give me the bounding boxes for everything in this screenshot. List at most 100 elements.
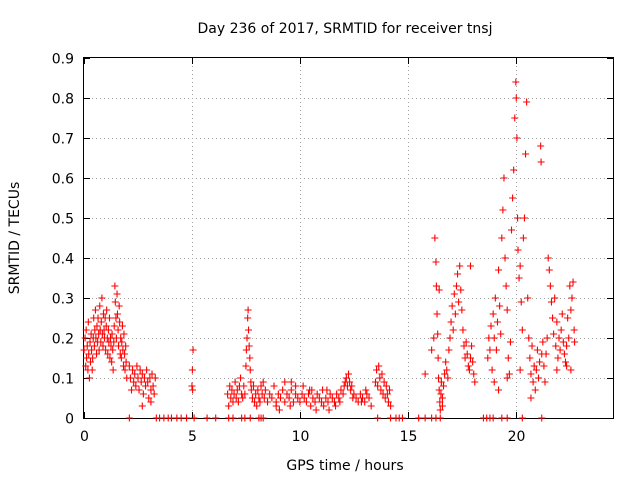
data-point <box>378 370 386 378</box>
data-point <box>241 390 249 398</box>
data-point <box>568 294 576 302</box>
x-tick-label: 0 <box>80 429 89 445</box>
data-point <box>526 354 534 362</box>
data-point <box>538 414 546 422</box>
data-point <box>117 334 125 342</box>
data-point <box>365 394 373 402</box>
data-point <box>447 318 455 326</box>
data-point <box>469 358 477 366</box>
data-point <box>121 350 129 358</box>
data-point <box>110 338 118 346</box>
data-point <box>567 366 575 374</box>
data-point <box>516 366 524 374</box>
data-point <box>436 406 444 414</box>
data-point <box>434 330 442 338</box>
data-point <box>359 394 367 402</box>
data-point <box>505 370 513 378</box>
data-point <box>342 374 350 382</box>
data-point <box>149 382 157 390</box>
data-point <box>430 334 438 342</box>
data-point <box>107 342 115 350</box>
data-point <box>551 294 559 302</box>
data-point <box>115 342 123 350</box>
data-point <box>259 378 267 386</box>
data-point <box>151 374 159 382</box>
data-point <box>230 390 238 398</box>
data-point <box>335 394 343 402</box>
data-point <box>300 394 308 402</box>
data-point <box>484 354 492 362</box>
data-point <box>87 330 95 338</box>
data-point <box>456 262 464 270</box>
data-point <box>259 414 267 422</box>
x-axis-label: GPS time / hours <box>286 458 403 474</box>
data-point <box>270 382 278 390</box>
data-point <box>460 342 468 350</box>
data-point <box>486 346 494 354</box>
data-point <box>289 398 297 406</box>
data-point <box>547 298 555 306</box>
data-point <box>323 386 331 394</box>
data-point <box>558 310 566 318</box>
data-point <box>311 398 319 406</box>
data-point <box>462 338 470 346</box>
data-point <box>261 386 269 394</box>
data-point <box>509 194 517 202</box>
data-point <box>497 330 505 338</box>
data-point <box>287 378 295 386</box>
data-point <box>132 382 140 390</box>
data-point <box>375 362 383 370</box>
data-point <box>266 390 274 398</box>
y-tick-label: 0.3 <box>52 292 74 308</box>
data-point <box>189 386 197 394</box>
data-point <box>446 334 454 342</box>
data-point <box>517 298 525 306</box>
data-point <box>234 398 242 406</box>
data-point <box>118 322 126 330</box>
data-point <box>357 398 365 406</box>
data-point <box>510 166 518 174</box>
data-point <box>88 346 96 354</box>
data-point <box>387 402 395 410</box>
data-point <box>89 354 97 362</box>
data-point <box>86 358 94 366</box>
data-point <box>543 334 551 342</box>
data-point <box>525 334 533 342</box>
data-point <box>245 342 253 350</box>
data-point <box>131 370 139 378</box>
data-point <box>246 354 254 362</box>
data-point <box>268 394 276 402</box>
data-point <box>435 374 443 382</box>
data-point <box>503 374 511 382</box>
data-point <box>524 294 532 302</box>
data-point <box>80 346 88 354</box>
data-point <box>111 282 119 290</box>
data-point <box>96 302 104 310</box>
data-point <box>458 306 466 314</box>
data-point <box>337 386 345 394</box>
data-point <box>459 326 467 334</box>
data-point <box>97 318 105 326</box>
data-point <box>113 310 121 318</box>
data-point <box>150 390 158 398</box>
data-point <box>537 142 545 150</box>
data-point <box>108 358 116 366</box>
y-tick-label: 0 <box>65 412 74 428</box>
data-point <box>188 382 196 390</box>
y-tick-label: 0.2 <box>52 332 74 348</box>
data-point <box>325 406 333 414</box>
data-point <box>560 350 568 358</box>
data-point <box>386 386 394 394</box>
data-point <box>512 78 520 86</box>
data-point <box>373 366 381 374</box>
data-point <box>346 378 354 386</box>
data-point <box>523 98 531 106</box>
data-point <box>138 402 146 410</box>
data-point <box>257 382 265 390</box>
data-point <box>133 362 141 370</box>
data-point <box>457 286 465 294</box>
data-point <box>518 326 526 334</box>
data-point <box>138 370 146 378</box>
data-point <box>97 338 105 346</box>
data-point <box>552 342 560 350</box>
